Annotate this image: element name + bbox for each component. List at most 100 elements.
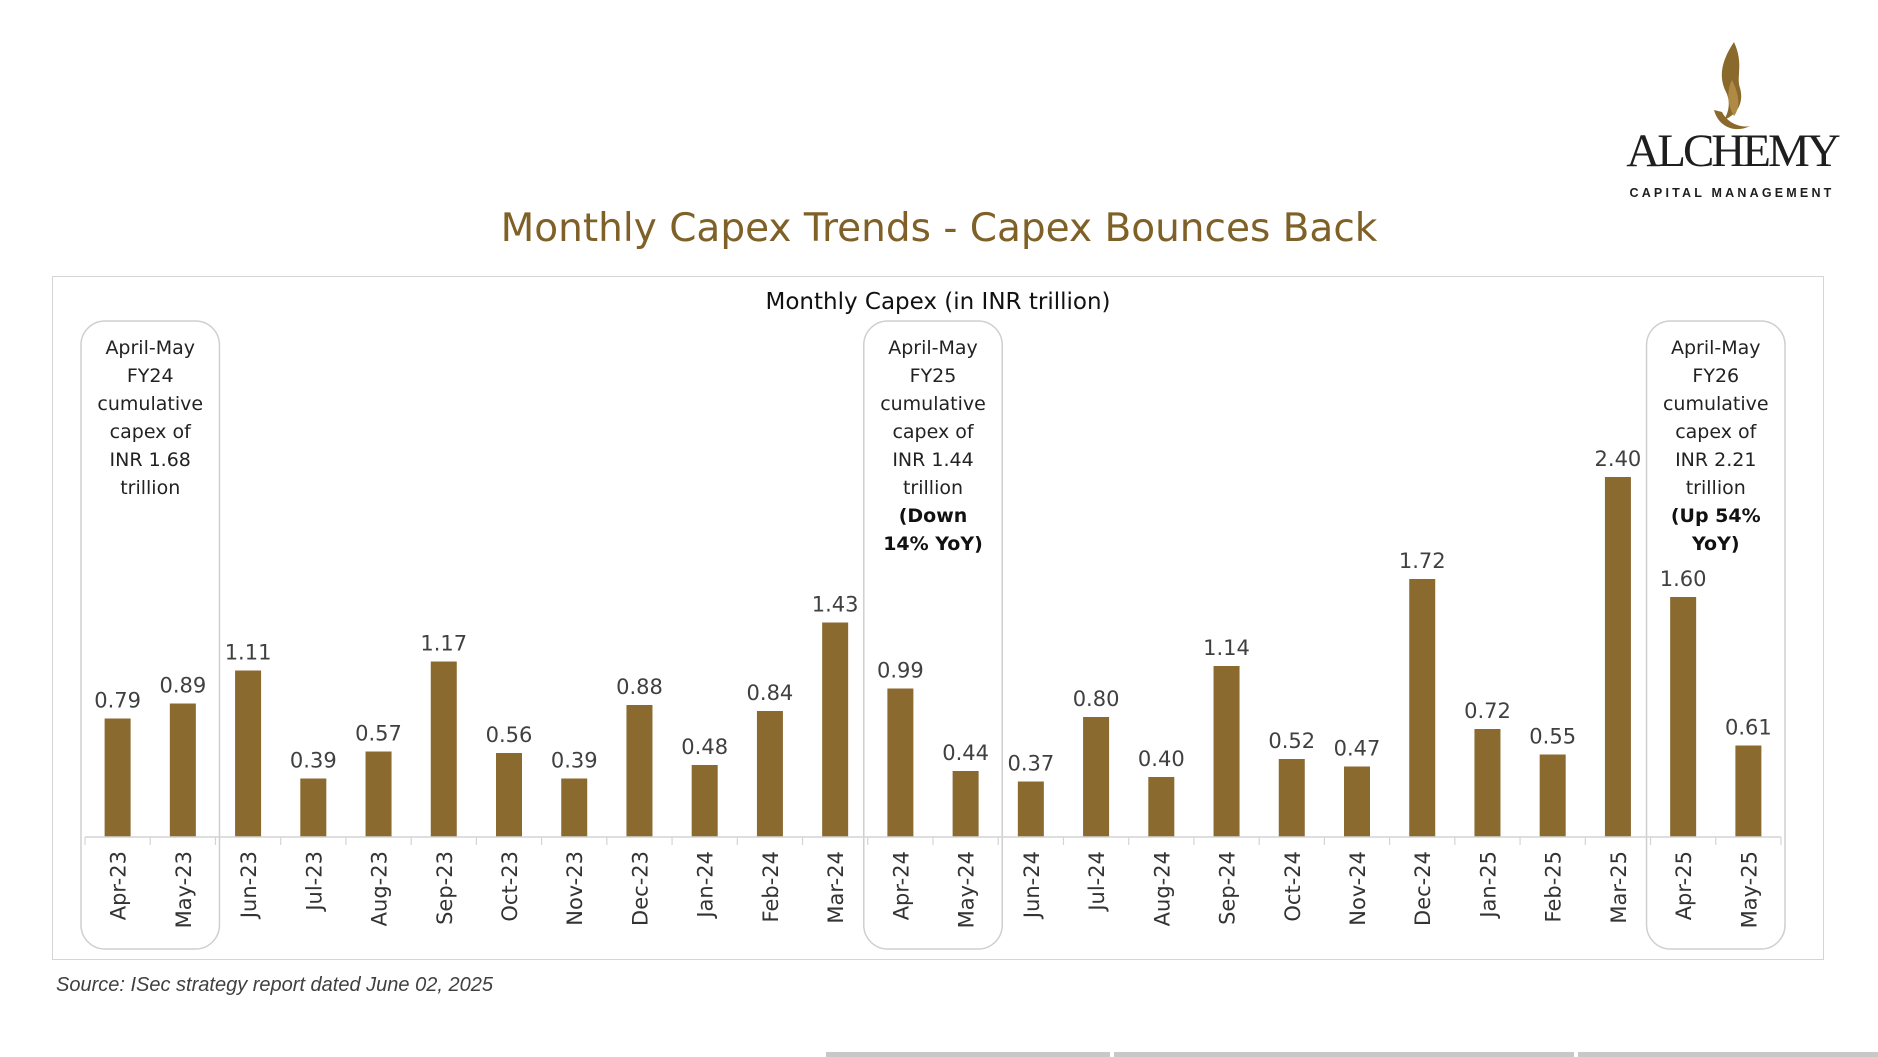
value-label: 1.72	[1399, 549, 1446, 573]
bar-sep-23	[430, 661, 457, 837]
annotation-line: INR 2.21	[1675, 449, 1756, 471]
category-label: May-25	[1737, 851, 1761, 928]
annotation-box	[80, 320, 221, 950]
bar-jan-24	[691, 765, 718, 837]
category-label: Jan-24	[694, 851, 718, 920]
bar-apr-23	[104, 718, 131, 837]
bar-aug-23	[365, 751, 392, 837]
annotation-line: FY26	[1692, 365, 1739, 387]
footer-divider	[826, 1052, 1878, 1057]
bar-sep-24	[1213, 666, 1240, 837]
bar-may-25	[1735, 745, 1762, 837]
annotation-line: trillion	[1686, 477, 1746, 499]
category-label: Jan-25	[1476, 851, 1500, 920]
source-note: Source: ISec strategy report dated June …	[56, 974, 493, 996]
value-label: 0.80	[1073, 687, 1120, 711]
value-label: 0.88	[616, 675, 663, 699]
category-label: Mar-25	[1607, 851, 1631, 924]
category-label: Aug-24	[1150, 851, 1174, 926]
category-label: Nov-23	[563, 851, 587, 926]
flame-icon	[1714, 42, 1750, 130]
value-label: 0.79	[94, 689, 141, 713]
category-label: Apr-25	[1672, 851, 1696, 920]
annotation-bold-line: 14% YoY)	[883, 533, 983, 555]
category-label: Dec-23	[628, 851, 652, 926]
category-label: Sep-24	[1216, 851, 1240, 925]
value-label: 1.17	[420, 632, 467, 656]
annotation-line: INR 1.68	[110, 449, 191, 471]
annotation-3: April-May FY26 cumulative capex of INR 2.21 t…	[1645, 320, 1786, 950]
value-label: 0.72	[1464, 699, 1511, 723]
bar-jan-25	[1474, 729, 1501, 837]
value-label: 0.48	[681, 735, 728, 759]
annotation-line: FY24	[127, 365, 174, 387]
category-label: Mar-24	[824, 851, 848, 924]
category-label: Dec-24	[1411, 851, 1435, 926]
category-label: May-23	[172, 851, 196, 928]
bar-apr-24	[887, 688, 914, 837]
annotation-line: capex of	[1675, 421, 1757, 443]
annotation-line: capex of	[110, 421, 192, 443]
category-label: Feb-24	[759, 851, 783, 922]
annotation-line: FY25	[910, 365, 957, 387]
category-label: Jul-24	[1085, 851, 1109, 913]
value-label: 2.40	[1595, 447, 1642, 471]
bar-jun-24	[1017, 781, 1044, 837]
category-label: Jun-24	[1020, 851, 1044, 920]
category-label: Apr-24	[889, 851, 913, 920]
category-label: Apr-23	[107, 851, 131, 920]
category-label: Nov-24	[1346, 851, 1370, 926]
annotation-bold-line: (Down	[899, 505, 968, 527]
annotation-line: cumulative	[880, 393, 986, 415]
logo-wordmark: ALCHEMY	[1626, 125, 1840, 177]
annotation-line: April-May	[105, 337, 195, 359]
annotation-line: cumulative	[97, 393, 203, 415]
bar-oct-23	[496, 753, 522, 837]
annotation-line: April-May	[888, 337, 978, 359]
category-label: Oct-23	[498, 851, 522, 922]
annotation-box	[863, 320, 1003, 950]
value-label: 0.55	[1529, 725, 1576, 749]
category-label: Sep-23	[433, 851, 457, 925]
logo-tagline: CAPITAL MANAGEMENT	[1629, 186, 1835, 200]
category-label: Jun-23	[237, 851, 261, 920]
value-label: 0.52	[1268, 729, 1315, 753]
value-label: 0.47	[1334, 737, 1381, 761]
bar-aug-24	[1148, 777, 1175, 837]
alchemy-logo: ALCHEMY CAPITAL MANAGEMENT	[1622, 40, 1842, 205]
value-label: 0.56	[486, 723, 533, 747]
value-label: 1.14	[1203, 636, 1250, 660]
bar-nov-23	[561, 778, 588, 837]
annotation-line: trillion	[120, 477, 180, 499]
value-label: 0.39	[551, 749, 598, 773]
bar-feb-25	[1539, 754, 1566, 837]
category-label: Oct-24	[1281, 851, 1305, 922]
annotation-line: cumulative	[1663, 393, 1769, 415]
annotation-bold-line: YoY)	[1691, 533, 1740, 555]
value-label: 0.37	[1007, 752, 1054, 776]
bar-may-24	[952, 771, 979, 837]
annotation-1: April-May FY24 cumulative capex of INR 1.68 t…	[80, 320, 221, 950]
category-label: Feb-25	[1542, 851, 1566, 922]
value-label: 0.61	[1725, 716, 1772, 740]
bar-mar-25	[1604, 477, 1631, 837]
bar-dec-23	[626, 705, 653, 837]
value-label: 0.99	[877, 659, 924, 683]
value-label: 0.84	[747, 681, 794, 705]
bar-may-23	[169, 703, 196, 837]
bar-oct-24	[1278, 759, 1305, 837]
bar-jul-23	[300, 778, 327, 837]
category-label: May-24	[955, 851, 979, 928]
value-label: 0.39	[290, 749, 337, 773]
page-title: Monthly Capex Trends - Capex Bounces Bac…	[500, 206, 1378, 251]
bar-mar-24	[822, 622, 849, 837]
category-label: Jul-23	[302, 851, 326, 913]
annotation-line: INR 1.44	[892, 449, 973, 471]
annotation-line: April-May	[1671, 337, 1761, 359]
annotation-box	[1645, 320, 1786, 950]
annotation-line: capex of	[892, 421, 974, 443]
value-label: 0.57	[355, 722, 402, 746]
chart-frame: Monthly Capex (in INR trillion) April-Ma…	[52, 276, 1824, 960]
bar-nov-24	[1344, 766, 1370, 837]
value-label: 1.43	[812, 593, 859, 617]
